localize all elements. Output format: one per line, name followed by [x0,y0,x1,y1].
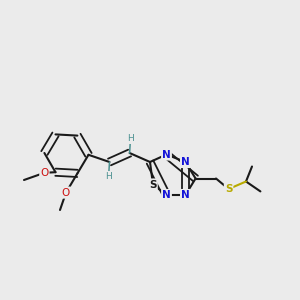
Text: S: S [225,184,232,194]
Text: N: N [181,157,190,167]
Text: N: N [181,190,190,200]
Text: N: N [162,149,171,160]
Text: N: N [162,190,171,200]
Text: H: H [127,134,134,143]
Text: H: H [105,172,112,181]
Text: O: O [40,168,49,178]
Text: S: S [149,179,157,190]
Text: O: O [62,188,70,198]
